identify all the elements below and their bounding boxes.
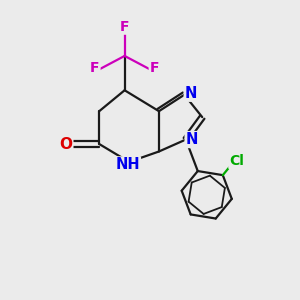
Text: F: F bbox=[120, 20, 129, 34]
Text: O: O bbox=[59, 136, 72, 152]
Text: F: F bbox=[90, 61, 100, 75]
Text: NH: NH bbox=[115, 158, 140, 172]
Text: F: F bbox=[150, 61, 159, 75]
Text: N: N bbox=[185, 86, 197, 101]
Text: Cl: Cl bbox=[229, 154, 244, 168]
Text: N: N bbox=[186, 132, 198, 147]
